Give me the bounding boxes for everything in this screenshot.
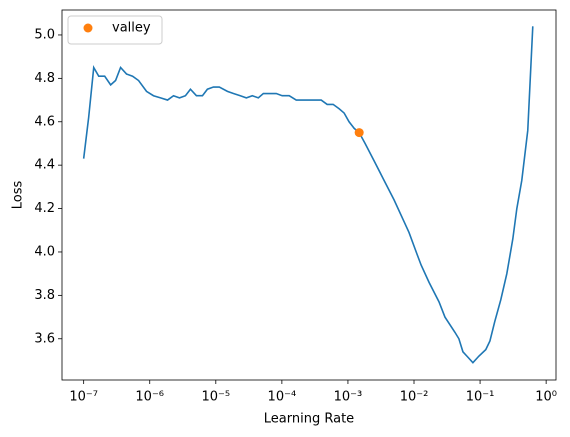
y-tick-label: 4.0 xyxy=(34,244,55,259)
x-tick-label: 10⁰ xyxy=(535,390,557,405)
x-tick-label: 10⁻² xyxy=(400,390,429,405)
legend-label: valley xyxy=(112,21,151,36)
x-axis-label: Learning Rate xyxy=(264,412,354,427)
y-tick-label: 4.8 xyxy=(34,71,55,86)
y-tick-label: 4.2 xyxy=(34,201,55,216)
y-tick-label: 4.4 xyxy=(34,158,55,173)
y-tick-label: 3.6 xyxy=(34,331,55,346)
y-tick-label: 4.6 xyxy=(34,114,55,129)
legend-box xyxy=(67,15,163,45)
y-axis-label: Loss xyxy=(11,181,26,210)
x-tick-label: 10⁻⁴ xyxy=(268,390,297,405)
x-tick-label: 10⁻⁶ xyxy=(135,390,164,405)
axes-frame xyxy=(61,9,557,381)
line xyxy=(82,26,534,364)
x-tick-label: 10⁻³ xyxy=(334,390,363,405)
x-tick-label: 10⁻⁵ xyxy=(201,390,230,405)
x-tick-label: 10⁻⁷ xyxy=(69,390,98,405)
marker xyxy=(354,128,364,138)
y-tick-label: 5.0 xyxy=(34,27,55,42)
legend-marker xyxy=(83,23,93,33)
x-tick-label: 10⁻¹ xyxy=(466,390,495,405)
y-tick-label: 3.8 xyxy=(34,288,55,303)
